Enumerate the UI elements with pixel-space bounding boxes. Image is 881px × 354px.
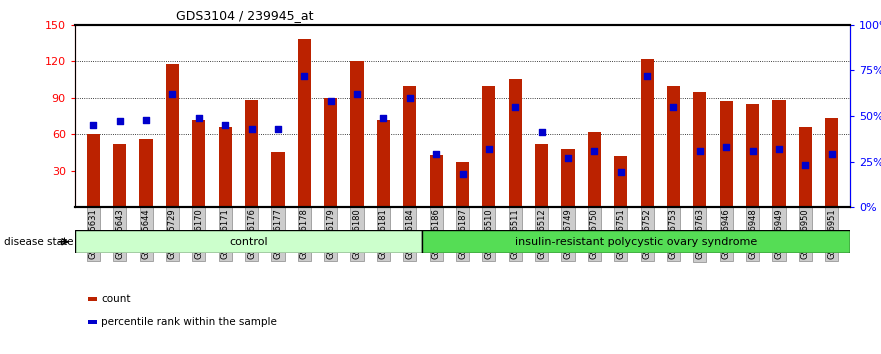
Bar [139,139,152,207]
Point [588,148,602,153]
Text: percentile rank within the sample: percentile rank within the sample [101,317,278,327]
Bar [508,80,522,207]
Point [270,126,285,132]
Bar [482,86,495,207]
Bar [773,100,786,207]
Bar [166,64,179,207]
Point [192,115,206,121]
Point [482,146,496,152]
Text: GDS3104 / 239945_at: GDS3104 / 239945_at [176,9,314,22]
Bar [614,156,627,207]
Bar [324,98,337,207]
Bar [403,86,417,207]
Bar [640,59,654,207]
Point [798,162,812,168]
Point [297,73,311,79]
Point [640,73,655,79]
Point [113,119,127,124]
Point [429,152,443,157]
Bar [298,39,311,207]
Bar [422,230,850,253]
Point [825,152,839,157]
Bar [693,92,707,207]
Bar [245,100,258,207]
Bar [377,120,390,207]
Point [692,148,707,153]
Bar [351,61,364,207]
Point [323,98,337,104]
Point [86,122,100,128]
Text: insulin-resistant polycystic ovary syndrome: insulin-resistant polycystic ovary syndr… [515,236,758,247]
Point [508,104,522,110]
Point [745,148,759,153]
Point [139,117,153,122]
Point [350,91,364,97]
Point [403,95,417,101]
Bar [667,86,680,207]
Text: disease state: disease state [4,238,74,247]
Bar [271,153,285,207]
Bar [825,118,839,207]
Point [719,144,733,150]
Point [666,104,680,110]
Bar [588,132,601,207]
Bar [535,144,548,207]
Text: count: count [101,294,130,304]
Bar [113,144,126,207]
Point [455,171,470,177]
Bar [75,230,422,253]
Bar [746,104,759,207]
Point [772,146,786,152]
Text: control: control [229,236,268,247]
Bar [192,120,205,207]
Bar [561,149,574,207]
Bar [86,134,100,207]
Point [376,115,390,121]
Point [245,126,259,132]
Bar [218,127,232,207]
Point [535,130,549,135]
Bar [720,101,733,207]
Bar [430,155,443,207]
Bar [799,127,812,207]
Point [614,170,628,175]
Point [218,122,233,128]
Point [561,155,575,161]
Bar [456,162,469,207]
Point [166,91,180,97]
